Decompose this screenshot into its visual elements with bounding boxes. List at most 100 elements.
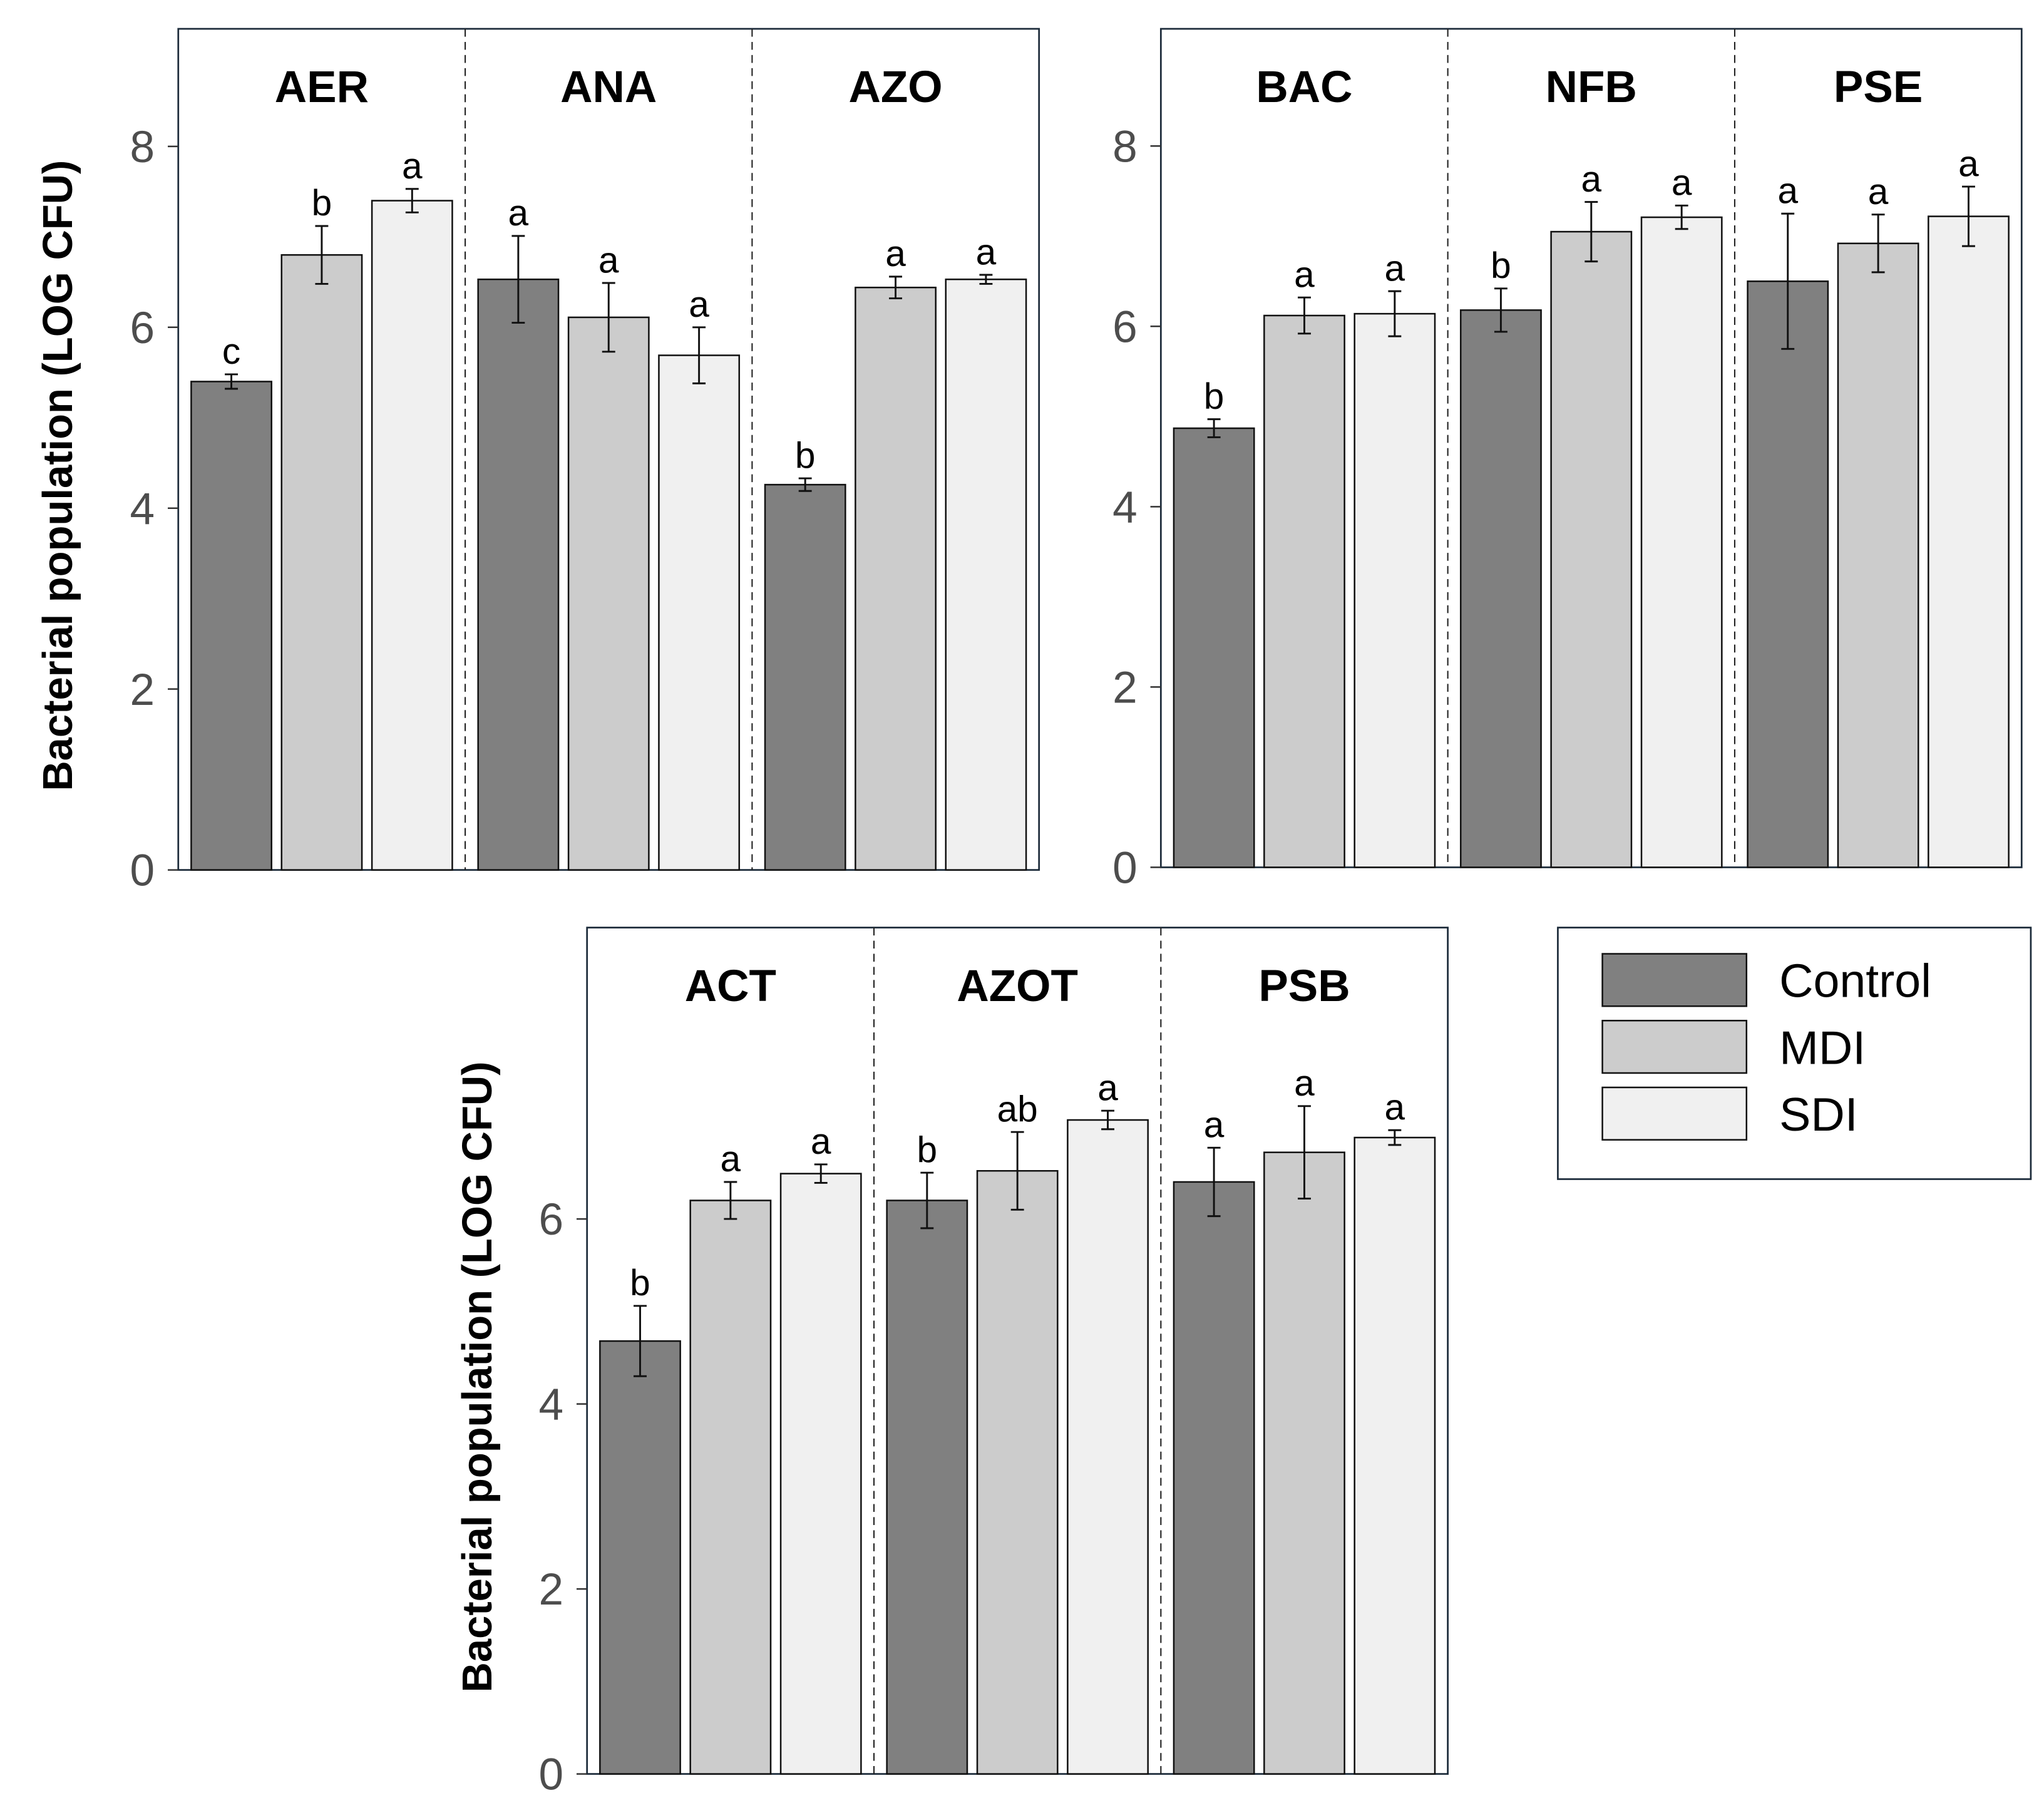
error-bar-aer-mdi — [315, 225, 329, 285]
significance-letter: a — [1868, 172, 1889, 212]
y-axis-label: Bacterial population (LOG CFU) — [454, 1061, 501, 1692]
y-tick-label: 6 — [130, 304, 155, 353]
significance-letter: c — [222, 331, 240, 372]
bar-azot-control — [886, 1199, 968, 1775]
significance-letter: a — [1385, 1087, 1405, 1128]
error-bar-act-control — [634, 1305, 647, 1377]
bar-aer-control — [190, 381, 272, 871]
significance-letter: a — [1777, 171, 1798, 212]
legend-label-mdi: MDI — [1779, 1021, 1866, 1074]
error-bar-azo-control — [798, 477, 812, 492]
y-tick-label: 6 — [1112, 302, 1138, 352]
y-tick-label: 0 — [538, 1750, 563, 1800]
y-axis-label: Bacterial population (LOG CFU) — [34, 160, 81, 791]
bar-act-sdi — [779, 1173, 862, 1775]
bar-bac-sdi — [1353, 312, 1436, 868]
bar-azo-sdi — [945, 278, 1027, 871]
bar-psb-control — [1173, 1181, 1255, 1775]
panel-1: 0 2 4 6 8 Bacterial population (LOG CFU) AER c b… — [34, 28, 1040, 896]
bar-ana-control — [477, 278, 560, 871]
error-bar-aer-sdi — [405, 188, 419, 213]
bar-azo-mdi — [855, 286, 937, 871]
significance-letter: a — [402, 146, 423, 187]
legend-label-sdi: SDI — [1779, 1088, 1858, 1141]
legend-swatch-sdi — [1601, 1086, 1748, 1141]
significance-letter: b — [1204, 376, 1225, 417]
panel-3: 0 2 4 6 Bacterial population (LOG CFU) ACT b a a… — [454, 927, 1449, 1800]
significance-letter: b — [917, 1129, 938, 1170]
significance-letter: a — [1958, 143, 1979, 184]
error-bar-act-sdi — [814, 1163, 828, 1184]
significance-letter: a — [598, 240, 619, 280]
significance-letter: a — [1294, 254, 1315, 295]
error-bar-bac-mdi — [1298, 296, 1311, 335]
significance-letter: b — [795, 435, 816, 476]
significance-letter: a — [721, 1139, 741, 1179]
y-tick-label: 2 — [1112, 663, 1138, 712]
panel-2: 0 2 4 6 8 BAC b a a NFB b a a PSE a a a — [1112, 28, 2023, 893]
facet-label-psb: PSB — [1258, 962, 1350, 1011]
error-bar-pse-mdi — [1871, 213, 1885, 274]
y-tick-label: 6 — [538, 1195, 563, 1245]
y-tick-label: 2 — [130, 665, 155, 715]
y-tick-label: 2 — [538, 1565, 563, 1615]
bar-pse-mdi — [1837, 242, 1919, 868]
y-tick-label: 0 — [130, 846, 155, 896]
bar-aer-mdi — [280, 254, 363, 871]
y-tick-label: 4 — [1112, 483, 1138, 532]
facet-label-ana: ANA — [560, 63, 657, 112]
error-bar-pse-sdi — [1962, 185, 1975, 247]
error-bar-nfb-control — [1494, 287, 1507, 333]
y-tick-label: 8 — [1112, 122, 1138, 172]
bar-azot-mdi — [976, 1169, 1059, 1775]
bar-nfb-sdi — [1640, 216, 1723, 868]
significance-letter: b — [630, 1263, 650, 1303]
bar-act-control — [599, 1340, 681, 1775]
significance-letter: a — [689, 284, 709, 325]
significance-letter: b — [312, 183, 332, 223]
bar-bac-mdi — [1263, 314, 1345, 868]
bar-ana-sdi — [658, 354, 741, 871]
significance-letter: a — [1385, 248, 1405, 289]
error-bar-aer-control — [225, 373, 239, 390]
facet-label-bac: BAC — [1256, 63, 1352, 112]
bar-nfb-mdi — [1550, 230, 1633, 868]
error-bar-psb-mdi — [1298, 1105, 1311, 1200]
significance-letter: a — [811, 1121, 831, 1162]
legend-swatch-control — [1601, 953, 1748, 1007]
error-bar-azo-sdi — [979, 274, 993, 285]
y-tick-label: 4 — [130, 485, 155, 534]
y-tick-label: 0 — [1112, 844, 1138, 893]
error-bar-ana-mdi — [602, 282, 615, 353]
error-bar-psb-sdi — [1388, 1129, 1402, 1146]
significance-letter: a — [885, 234, 906, 274]
error-bar-bac-control — [1207, 418, 1221, 438]
bar-pse-control — [1747, 280, 1829, 868]
bar-aer-sdi — [371, 200, 453, 871]
bar-azo-control — [764, 483, 846, 871]
facet-label-aer: AER — [275, 63, 369, 112]
error-bar-nfb-mdi — [1584, 201, 1598, 263]
facet-label-azo: AZO — [848, 63, 942, 112]
y-tick-label: 8 — [130, 123, 155, 172]
error-bar-ana-sdi — [692, 326, 706, 384]
facet-label-nfb: NFB — [1546, 63, 1637, 112]
legend: Control MDI SDI — [1557, 927, 2032, 1180]
significance-letter: a — [976, 232, 997, 272]
legend-swatch-mdi — [1601, 1019, 1748, 1074]
error-bar-psb-control — [1207, 1146, 1221, 1218]
facet-label-pse: PSE — [1834, 63, 1923, 112]
legend-label-control: Control — [1779, 955, 1931, 1007]
error-bar-azot-sdi — [1101, 1109, 1115, 1131]
bar-psb-mdi — [1263, 1151, 1345, 1775]
facet-label-act: ACT — [685, 962, 776, 1011]
significance-letter: a — [1204, 1105, 1225, 1146]
significance-letter: a — [1097, 1067, 1118, 1108]
bar-act-mdi — [689, 1199, 772, 1775]
bar-azot-sdi — [1067, 1119, 1149, 1775]
significance-letter: a — [1672, 163, 1692, 203]
facet-label-azot: AZOT — [957, 962, 1078, 1011]
error-bar-azot-control — [920, 1171, 934, 1230]
error-bar-azo-mdi — [889, 275, 903, 300]
